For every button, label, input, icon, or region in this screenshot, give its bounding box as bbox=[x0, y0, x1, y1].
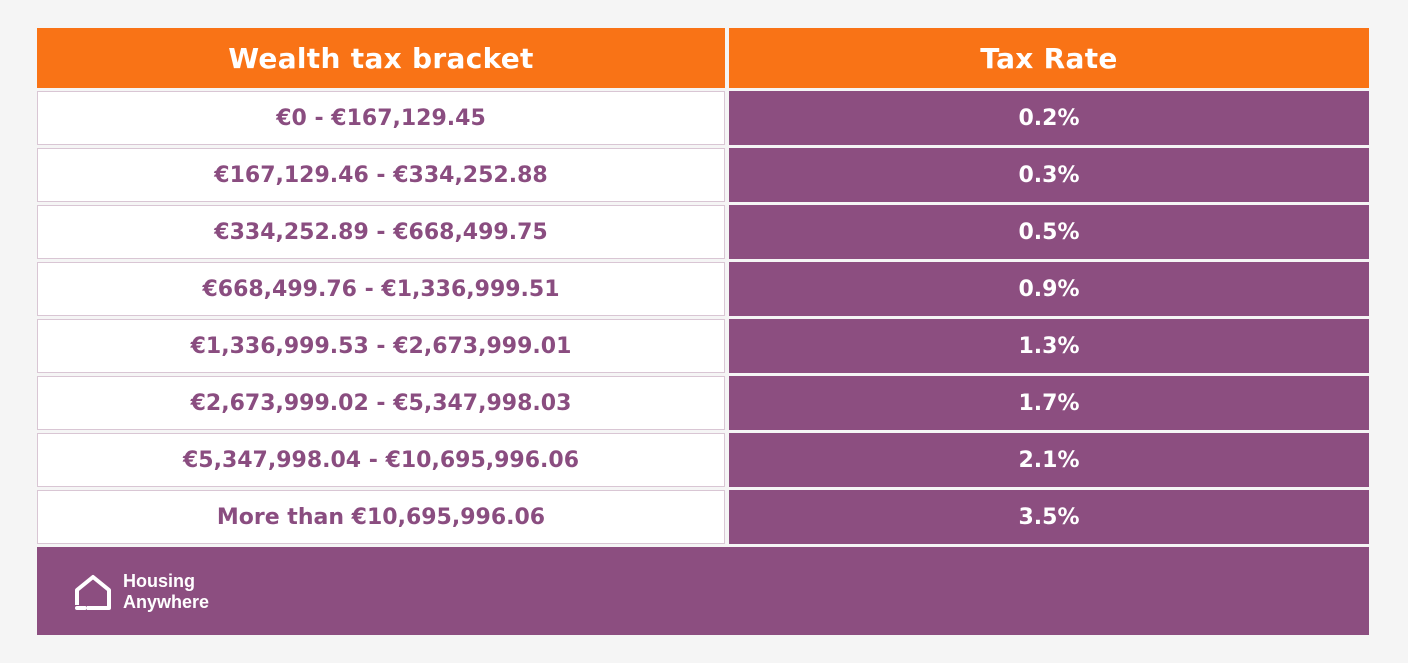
table-row: €334,252.89 - €668,499.75 0.5% bbox=[37, 205, 1369, 259]
wealth-tax-table: Wealth tax bracket Tax Rate €0 - €167,12… bbox=[37, 28, 1369, 635]
table-row: More than €10,695,996.06 3.5% bbox=[37, 490, 1369, 544]
brand-line-2: Anywhere bbox=[123, 592, 210, 612]
table-row: €2,673,999.02 - €5,347,998.03 1.7% bbox=[37, 376, 1369, 430]
table-header-row: Wealth tax bracket Tax Rate bbox=[37, 28, 1369, 88]
header-rate: Tax Rate bbox=[729, 28, 1369, 88]
rate-cell: 0.2% bbox=[729, 91, 1369, 145]
bracket-cell: €668,499.76 - €1,336,999.51 bbox=[37, 262, 725, 316]
housing-anywhere-logo: Housing Anywhere bbox=[73, 571, 209, 613]
rate-cell: 0.5% bbox=[729, 205, 1369, 259]
bracket-cell: €5,347,998.04 - €10,695,996.06 bbox=[37, 433, 725, 487]
table-row: €1,336,999.53 - €2,673,999.01 1.3% bbox=[37, 319, 1369, 373]
rate-cell: 3.5% bbox=[729, 490, 1369, 544]
rate-cell: 0.3% bbox=[729, 148, 1369, 202]
rate-cell: 0.9% bbox=[729, 262, 1369, 316]
table-row: €668,499.76 - €1,336,999.51 0.9% bbox=[37, 262, 1369, 316]
bracket-cell: €167,129.46 - €334,252.88 bbox=[37, 148, 725, 202]
bracket-cell: €334,252.89 - €668,499.75 bbox=[37, 205, 725, 259]
brand-footer: Housing Anywhere bbox=[37, 547, 1369, 635]
rate-cell: 1.3% bbox=[729, 319, 1369, 373]
rate-cell: 2.1% bbox=[729, 433, 1369, 487]
brand-name: Housing Anywhere bbox=[123, 571, 209, 613]
brand-line-1: Housing bbox=[123, 571, 195, 591]
rate-cell: 1.7% bbox=[729, 376, 1369, 430]
house-icon bbox=[73, 575, 111, 611]
bracket-cell: €0 - €167,129.45 bbox=[37, 91, 725, 145]
bracket-cell: More than €10,695,996.06 bbox=[37, 490, 725, 544]
header-bracket: Wealth tax bracket bbox=[37, 28, 725, 88]
bracket-cell: €1,336,999.53 - €2,673,999.01 bbox=[37, 319, 725, 373]
bracket-cell: €2,673,999.02 - €5,347,998.03 bbox=[37, 376, 725, 430]
table-row: €0 - €167,129.45 0.2% bbox=[37, 91, 1369, 145]
table-row: €5,347,998.04 - €10,695,996.06 2.1% bbox=[37, 433, 1369, 487]
table-row: €167,129.46 - €334,252.88 0.3% bbox=[37, 148, 1369, 202]
